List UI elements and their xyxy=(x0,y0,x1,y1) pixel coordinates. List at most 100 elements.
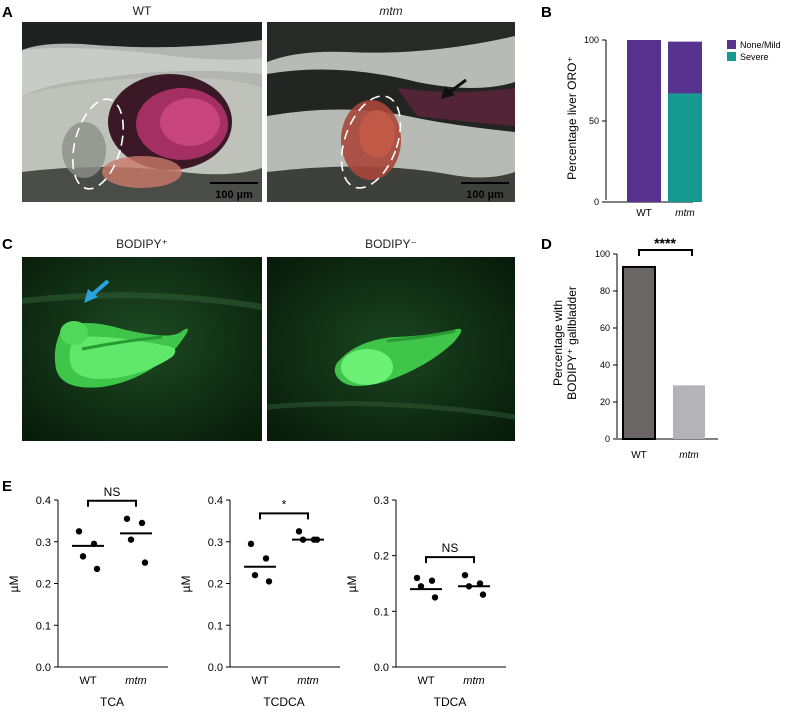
chart-d-bar-mtm xyxy=(673,385,705,439)
chart-b-ytick-label: 100 xyxy=(584,35,599,45)
chart-d-ytick-label: 40 xyxy=(600,360,610,370)
chart-d-ylabel-line1: Percentage with xyxy=(551,300,565,386)
chart-e2-point-mtm xyxy=(295,528,303,535)
chart-e3-significance-bracket xyxy=(425,556,475,564)
micrograph-mtm-oro: 100 µm xyxy=(267,22,515,202)
chart-e2-point-wt xyxy=(262,555,270,562)
image-a-left-title: WT xyxy=(132,4,152,18)
chart-d-bar-wt xyxy=(622,265,656,441)
chart-b-bar-none-mild-wt xyxy=(627,40,661,202)
legend-label-none-mild: None/Mild xyxy=(740,40,781,50)
fluorescence-bodipy-negative xyxy=(267,257,515,441)
chart-e1-ytick-label: 0.4 xyxy=(36,495,51,507)
chart-e3-ylabel: µM xyxy=(345,576,359,593)
chart-b: Percentage liver ORO⁺ 0 50 100 WT mtm None/M… xyxy=(565,35,781,219)
chart-b-xtick-label: WT xyxy=(636,208,652,219)
chart-e2-point-wt xyxy=(265,578,273,585)
scale-bar-label-mtm: 100 µm xyxy=(466,189,504,201)
chart-d-ytick-label: 100 xyxy=(595,249,610,259)
chart-e3-point-mtm xyxy=(476,580,484,587)
chart-e1-point-mtm xyxy=(141,559,149,566)
panel-label-c: C xyxy=(2,236,13,253)
image-a-right-title: mtm xyxy=(379,4,403,18)
chart-e1-significance-label: NS xyxy=(104,485,121,499)
legend-label-severe: Severe xyxy=(740,52,769,62)
chart-b-bar-none-mild-mtm xyxy=(668,41,702,94)
chart-d: Percentage with BODIPY⁺ gallbladder 0 20 4… xyxy=(551,235,718,461)
chart-e1-significance-bracket xyxy=(87,499,137,507)
chart-e1-ylabel: µM xyxy=(7,576,21,593)
chart-e3-point-mtm xyxy=(461,571,469,579)
chart-e1-ytick-label: 0.2 xyxy=(36,579,51,591)
chart-e1-point-mtm xyxy=(123,515,131,522)
chart-e2-point-wt xyxy=(251,571,259,579)
chart-d-ytick-label: 60 xyxy=(600,323,610,333)
chart-e2-ytick-label: 0.0 xyxy=(208,662,223,674)
chart-e3-xtick-label: WT xyxy=(417,675,434,687)
image-c-left-title: BODIPY⁺ xyxy=(116,237,168,251)
chart-d-xtick-label: WT xyxy=(631,450,647,461)
chart-e2-xtick-label: WT xyxy=(251,675,268,687)
chart-e2-ytick-label: 0.2 xyxy=(208,579,223,591)
chart-e1-point-mtm xyxy=(138,519,146,527)
chart-e3-point-wt xyxy=(428,577,436,584)
chart-d-ytick-label: 20 xyxy=(600,397,610,407)
chart-d-marks: 0 20 40 60 80 100 WT mtm xyxy=(595,249,705,461)
chart-e1-ytick-label: 0.1 xyxy=(36,620,51,632)
chart-e1-ytick-label: 0.0 xyxy=(36,662,51,674)
panel-label-e: E xyxy=(2,478,13,495)
chart-d-ytick-label: 80 xyxy=(600,286,610,296)
chart-e2-significance-label: * xyxy=(282,497,287,511)
chart-e-tcdca: 0.0 0.1 0.2 0.3 0.4 µM WT mtm TCDCA * xyxy=(179,495,340,709)
chart-b-ylabel: Percentage liver ORO⁺ xyxy=(565,56,579,180)
chart-e3-xtick-label: mtm xyxy=(463,675,484,687)
chart-e3-point-wt xyxy=(417,583,425,590)
fluorescence-bodipy-positive xyxy=(22,257,262,441)
chart-e2-xtick-label: mtm xyxy=(297,675,318,687)
chart-e3-ytick-label: 0.2 xyxy=(374,551,389,563)
chart-e1-point-wt xyxy=(75,528,83,535)
image-c-right-title: BODIPY⁻ xyxy=(365,237,417,251)
micrograph-wt-oro: 100 µm xyxy=(22,22,262,202)
panel-label-b: B xyxy=(541,4,552,21)
chart-e1-point-mtm xyxy=(127,536,135,543)
chart-b-ytick-label: 0 xyxy=(594,197,599,207)
chart-e2-ytick-label: 0.1 xyxy=(208,620,223,632)
chart-e3-point-wt xyxy=(413,574,421,582)
legend-swatch-none-mild xyxy=(727,40,736,49)
panel-label-a: A xyxy=(2,4,13,21)
chart-e3-point-wt xyxy=(431,594,439,601)
scale-bar-label-wt: 100 µm xyxy=(215,189,253,201)
chart-e2-ylabel: µM xyxy=(179,576,193,593)
chart-e3-significance-label: NS xyxy=(442,541,459,555)
chart-e2-ytick-label: 0.4 xyxy=(208,495,223,507)
chart-e2-ytick-label: 0.3 xyxy=(208,537,223,549)
chart-e1-ytick-label: 0.3 xyxy=(36,537,51,549)
chart-b-bar-severe-mtm xyxy=(668,93,702,202)
chart-e3-ytick-label: 0.3 xyxy=(374,495,389,507)
chart-e3-xlabel: TDCA xyxy=(434,695,467,709)
chart-e-tdca: 0.0 0.1 0.2 0.3 µM WT mtm TDCA NS xyxy=(345,495,506,709)
chart-d-xtick-label: mtm xyxy=(679,450,698,461)
chart-e2-point-wt xyxy=(247,540,255,548)
chart-e1-point-wt xyxy=(79,553,87,560)
chart-e3-point-mtm xyxy=(479,591,487,598)
panel-label-d: D xyxy=(541,236,552,253)
significance-bracket-d xyxy=(638,249,693,256)
chart-e3-ytick-label: 0.0 xyxy=(374,662,389,674)
chart-e2-significance-bracket xyxy=(259,512,309,520)
legend-swatch-severe xyxy=(727,52,736,61)
chart-e1-xtick-label: WT xyxy=(79,675,96,687)
chart-e2-xlabel: TCDCA xyxy=(263,695,304,709)
chart-b-ytick-label: 50 xyxy=(589,116,599,126)
chart-b-marks: 0 50 100 WT mtm xyxy=(584,35,702,219)
chart-e1-xlabel: TCA xyxy=(100,695,124,709)
chart-e1-point-wt xyxy=(93,565,101,573)
significance-label-d: **** xyxy=(654,235,676,251)
chart-e3-ytick-label: 0.1 xyxy=(374,606,389,618)
chart-d-ytick-label: 0 xyxy=(605,434,610,444)
chart-b-xtick-label: mtm xyxy=(675,208,694,219)
chart-e1-xtick-label: mtm xyxy=(125,675,146,687)
